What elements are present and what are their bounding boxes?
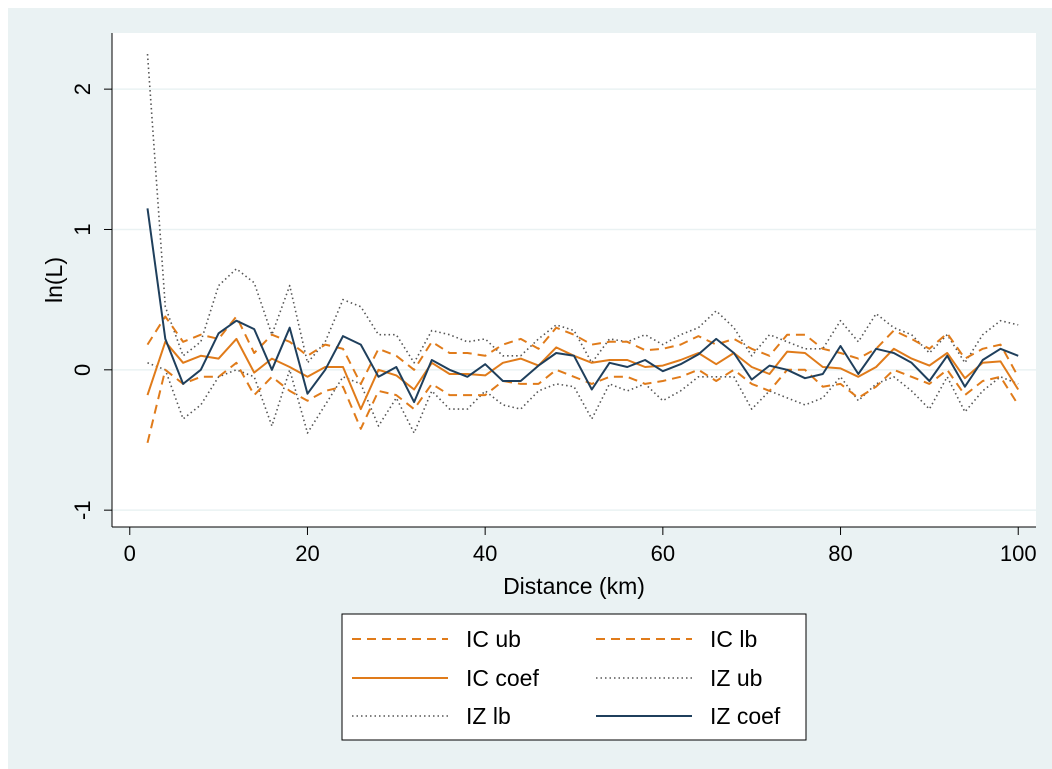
series-line-ic-coef xyxy=(146,337,1020,411)
series-line-ic-ub xyxy=(146,315,1020,385)
x-tick-label: 0 xyxy=(124,541,136,566)
x-tick-label: 40 xyxy=(473,541,497,566)
series-lines xyxy=(146,54,1020,444)
x-tick-label: 20 xyxy=(295,541,319,566)
x-axis-title: Distance (km) xyxy=(503,573,645,599)
legend-label: IZ lb xyxy=(466,703,511,729)
gridlines xyxy=(112,88,1036,511)
legend-label: IZ ub xyxy=(710,665,762,691)
y-axis-title: ln(L) xyxy=(41,257,67,303)
x-tick-label: 80 xyxy=(828,541,852,566)
x-tick-label: 60 xyxy=(651,541,675,566)
plot-area xyxy=(112,33,1036,527)
y-tick-label: 0 xyxy=(70,364,95,376)
y-tick-label: 1 xyxy=(70,223,95,235)
y-tick-label: 2 xyxy=(70,83,95,95)
series-line-ic-lb xyxy=(146,361,1020,444)
x-tick-label: 100 xyxy=(1000,541,1037,566)
y-tick-label: -1 xyxy=(70,500,95,520)
legend-label: IC lb xyxy=(710,626,757,652)
tick-labels: 0 20 40 60 80 100 -1 0 1 2 xyxy=(70,83,1037,566)
legend: IC ub IC lb IC coef IZ ub IZ lb IZ coef xyxy=(341,613,807,741)
legend-label: IC ub xyxy=(466,626,521,652)
series-line-iz-coef xyxy=(146,208,1019,404)
legend-label: IZ coef xyxy=(710,703,781,729)
legend-label: IC coef xyxy=(466,665,539,691)
series-line-iz-ub xyxy=(146,54,1019,364)
axes xyxy=(104,33,1036,535)
